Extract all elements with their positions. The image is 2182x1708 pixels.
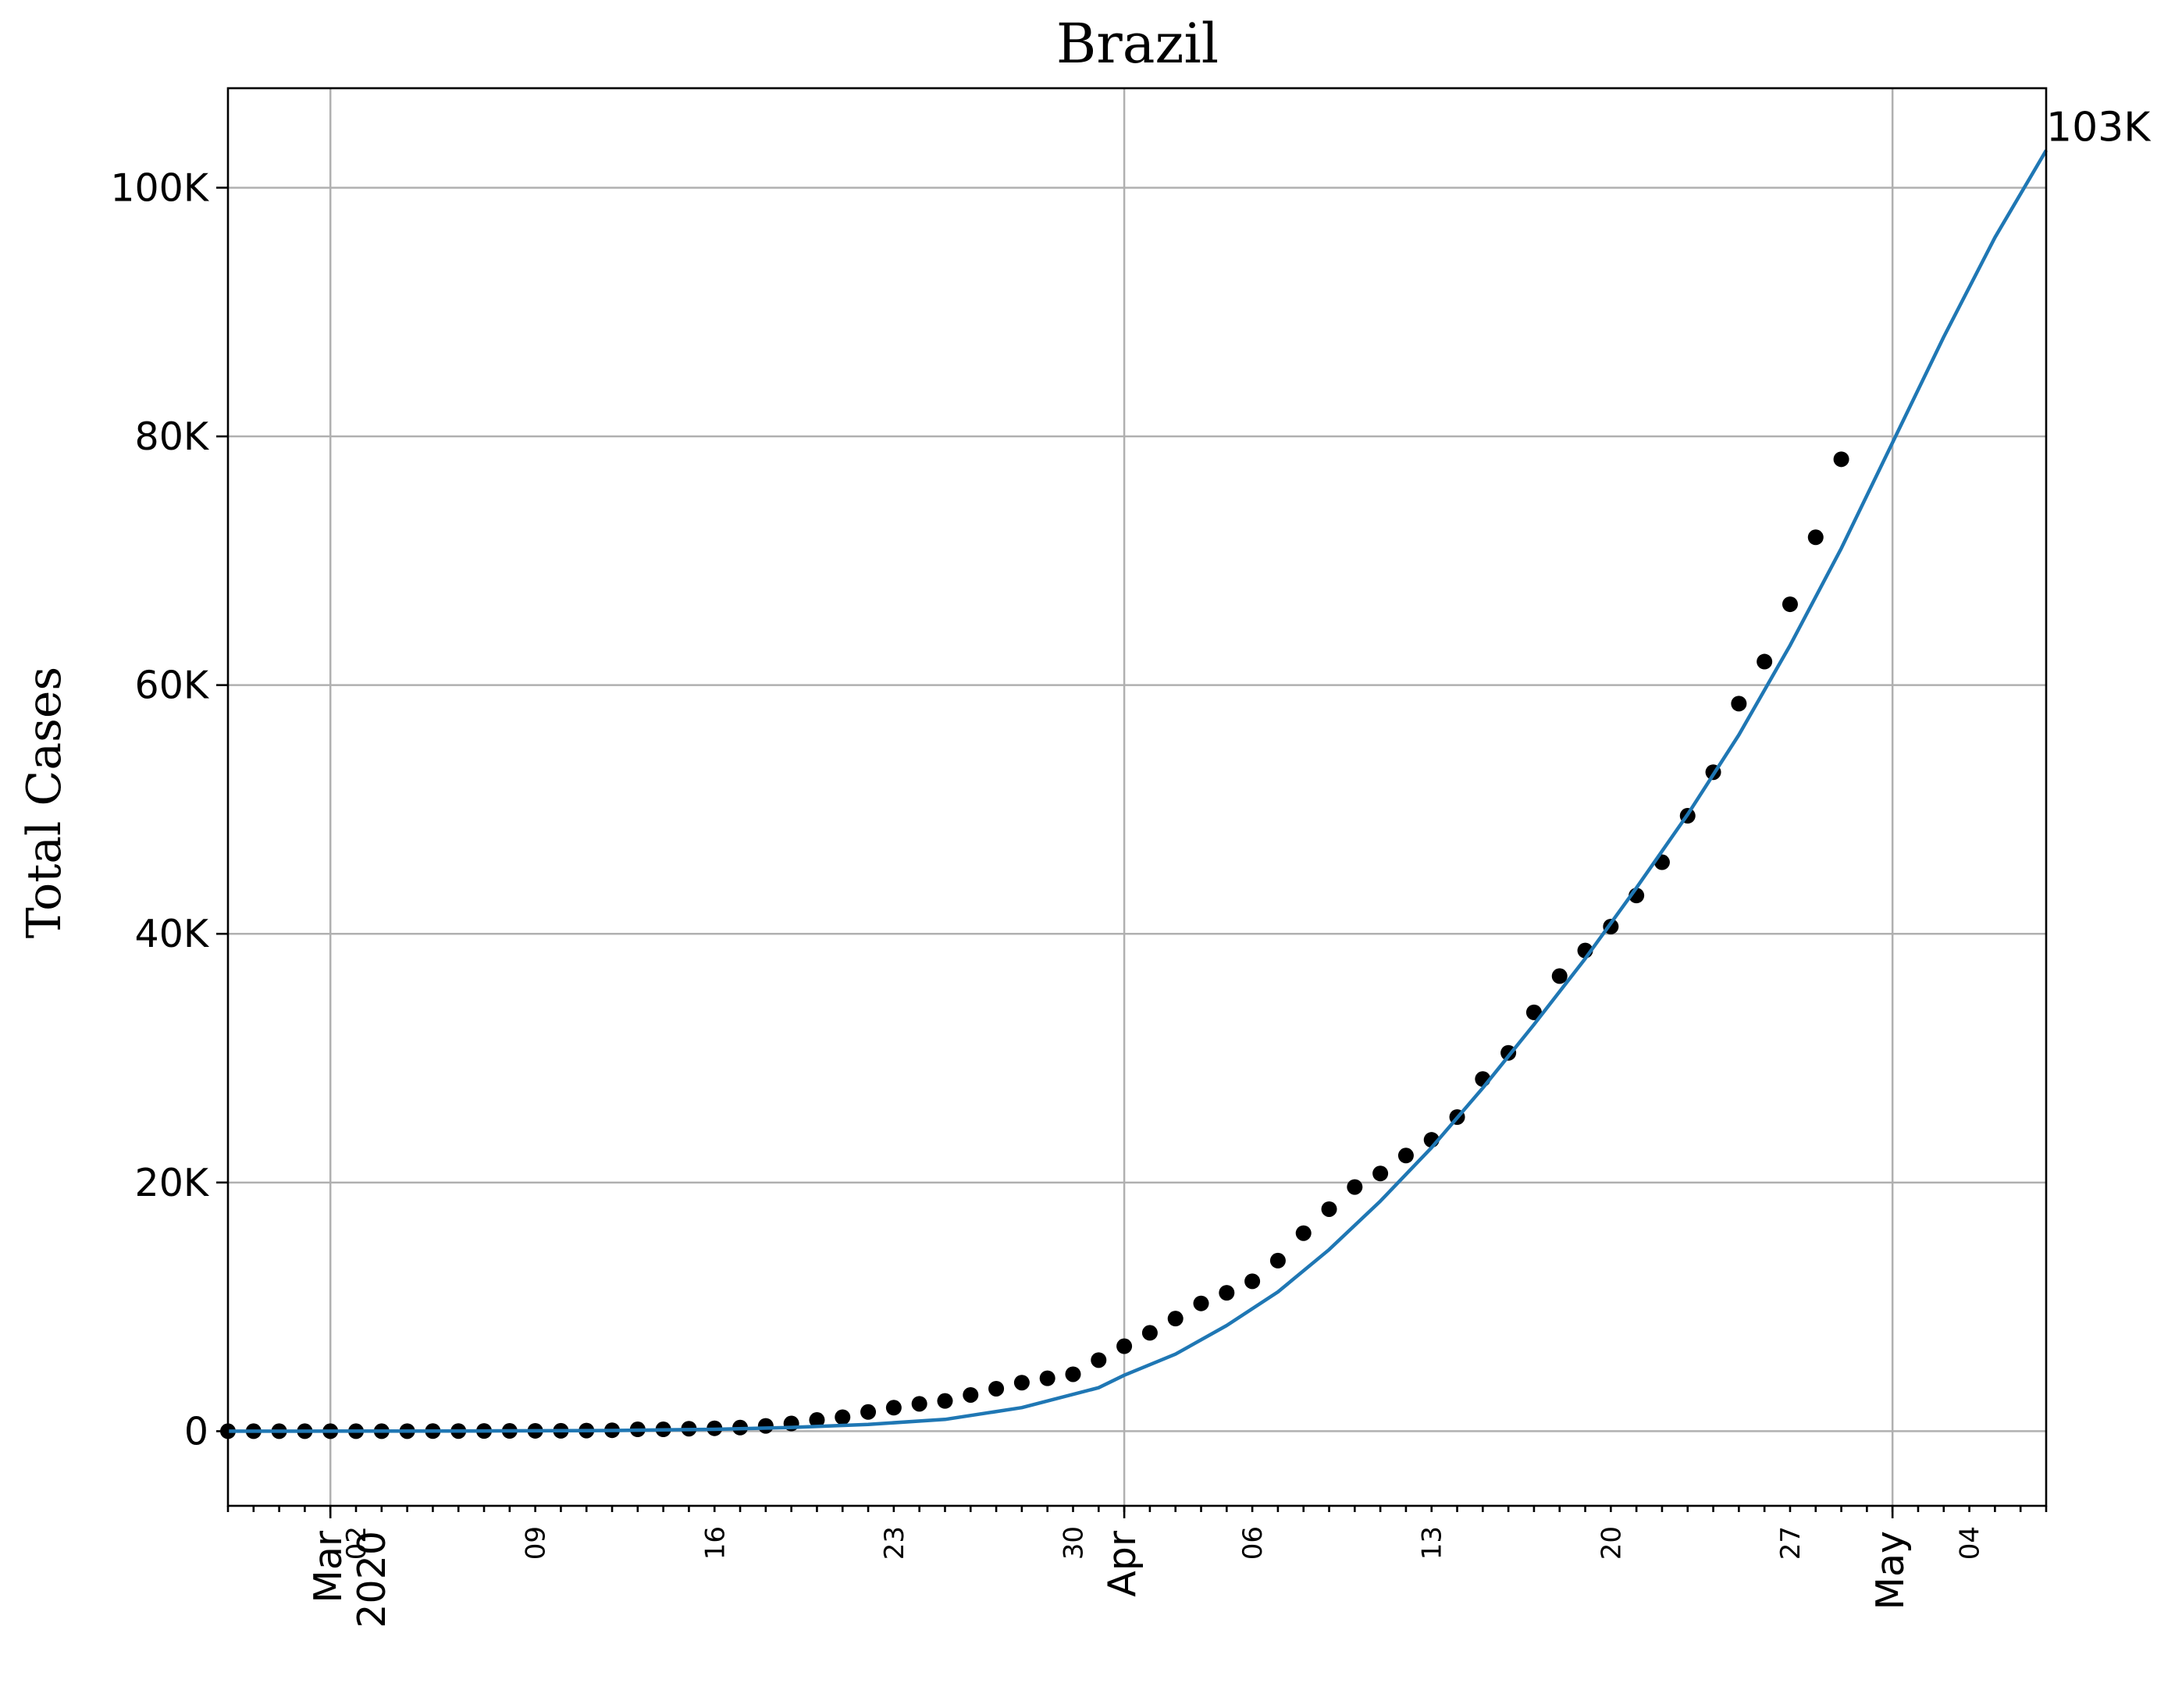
x-minor-tick-label: 09 <box>521 1526 552 1560</box>
data-point <box>1321 1201 1337 1217</box>
x-minor-tick-label: 20 <box>1596 1526 1627 1560</box>
line-end-label: 103K <box>2046 105 2152 151</box>
y-tick-label: 40K <box>135 912 210 956</box>
y-tick-label: 60K <box>135 664 210 708</box>
data-point <box>1782 596 1798 613</box>
data-point <box>1397 1148 1414 1164</box>
y-tick-label: 20K <box>135 1161 210 1205</box>
data-point <box>1219 1285 1235 1301</box>
data-point <box>1065 1366 1081 1382</box>
axis-ticks: 0 20K 40K 60K 80K 100K Mar2020 Apr May 02 09 16 23 30… <box>110 165 2048 1628</box>
x-minor-tick-label: 02 <box>341 1526 372 1560</box>
plot-frame <box>226 87 2048 1507</box>
data-point <box>1269 1252 1286 1269</box>
data-point <box>1244 1273 1261 1290</box>
x-minor-tick-label: 23 <box>879 1526 910 1560</box>
data-point <box>1167 1311 1184 1327</box>
x-major-label-group: Apr <box>1100 1530 1144 1597</box>
data-point <box>1833 451 1849 468</box>
data-point <box>1039 1370 1055 1386</box>
data-point <box>937 1393 953 1409</box>
data-point <box>1807 529 1824 546</box>
data-point <box>835 1409 851 1425</box>
y-tick-label: 80K <box>135 415 210 459</box>
data-point <box>963 1386 979 1403</box>
x-minor-tick-label: 04 <box>1955 1526 1986 1560</box>
data-point <box>885 1400 902 1416</box>
x-minor-tick-label: 06 <box>1237 1526 1269 1560</box>
data-point <box>1551 968 1568 984</box>
data-point <box>860 1404 877 1420</box>
y-tick-label: 100K <box>110 165 210 210</box>
data-point <box>1141 1325 1158 1341</box>
x-minor-tick-label: 13 <box>1417 1526 1448 1560</box>
data-point <box>1757 653 1773 670</box>
x-minor-tick-label: 16 <box>699 1526 731 1560</box>
x-major-tick-label: Mar2020 <box>306 1530 394 1628</box>
data-point <box>809 1412 825 1429</box>
data-point <box>757 1418 774 1434</box>
data-point <box>1372 1165 1389 1182</box>
grid-lines <box>228 88 2046 1506</box>
chart-title: Brazil <box>1056 12 1219 76</box>
x-minor-tick-label: 30 <box>1058 1526 1089 1560</box>
x-major-label-group: May <box>1868 1531 1913 1610</box>
data-point <box>1193 1295 1209 1311</box>
data-point <box>1525 1004 1542 1020</box>
x-minor-tick-label: 27 <box>1775 1526 1806 1560</box>
x-major-tick-label: Apr <box>1100 1530 1144 1597</box>
data-point <box>1116 1338 1133 1354</box>
data-point <box>911 1396 927 1412</box>
data-point <box>1013 1375 1030 1391</box>
data-point <box>1091 1352 1107 1368</box>
fit-line <box>227 149 2048 1433</box>
x-major-tick-label: May <box>1868 1531 1913 1610</box>
y-tick-label: 0 <box>184 1409 208 1454</box>
x-major-label-group: Mar2020 <box>306 1530 394 1628</box>
y-axis-label: Total Cases <box>17 667 72 938</box>
data-point <box>988 1380 1005 1397</box>
data-point <box>1295 1225 1312 1241</box>
data-point <box>1731 696 1747 712</box>
data-point <box>1347 1179 1363 1195</box>
chart-marks: 103K <box>220 105 2152 1439</box>
